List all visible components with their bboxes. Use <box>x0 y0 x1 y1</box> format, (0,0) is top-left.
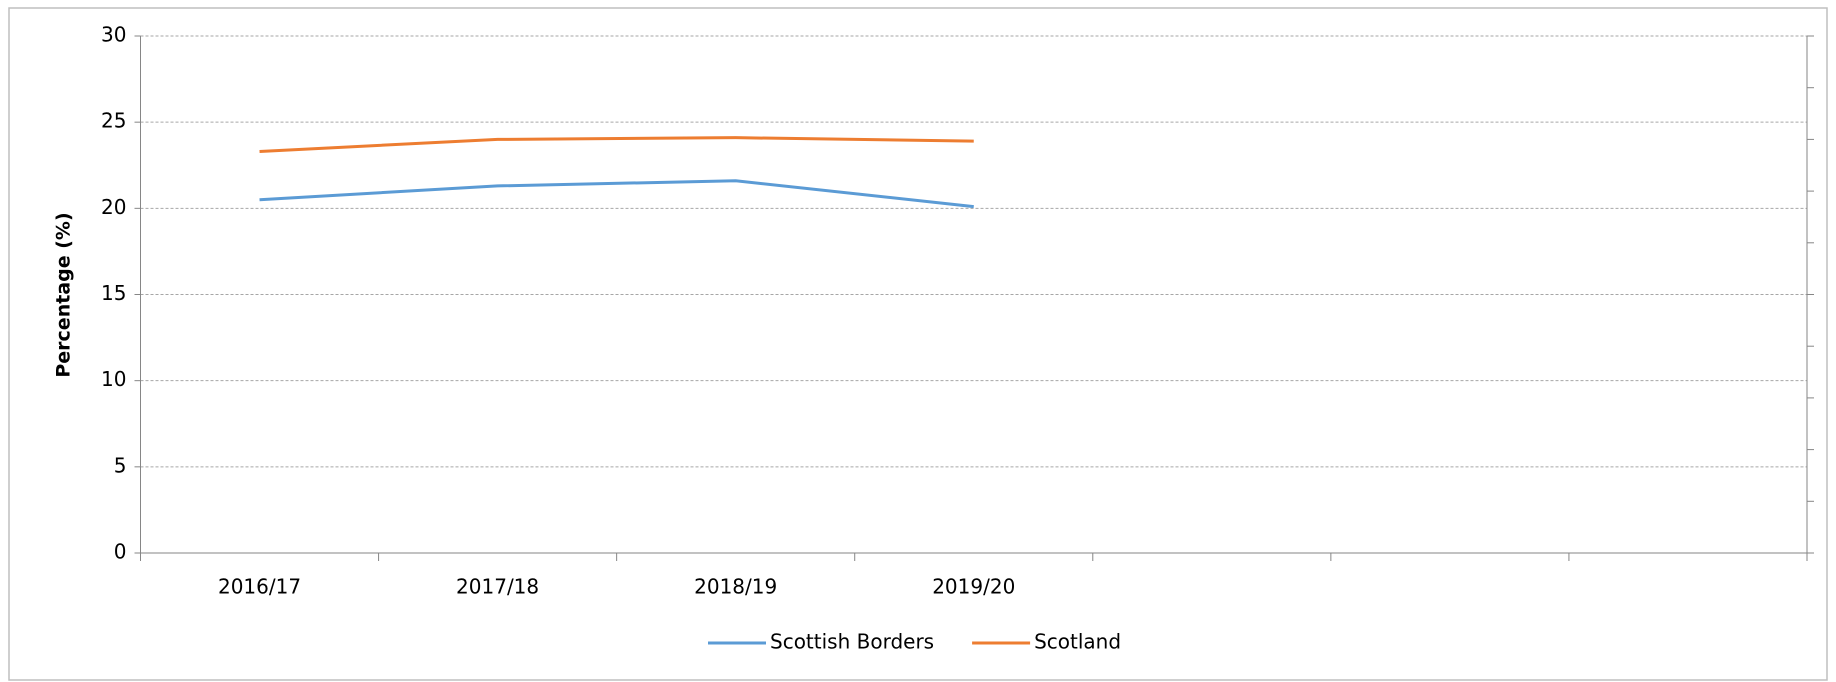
y-tick-label: 25 <box>101 109 126 133</box>
y-axis-label: Percentage (%) <box>53 212 75 377</box>
y-tick-label: 10 <box>101 367 126 391</box>
legend-label: Scotland <box>1034 630 1121 654</box>
line-series <box>259 136 974 153</box>
x-tick-label: 2017/18 <box>456 575 539 599</box>
y-tick-label: 15 <box>101 281 126 305</box>
legend-label: Scottish Borders <box>770 630 934 654</box>
y-tick-label: 0 <box>114 540 127 564</box>
x-tick-label: 2016/17 <box>218 575 301 599</box>
x-tick-label: 2018/19 <box>694 575 777 599</box>
y-tick-label: 30 <box>101 23 126 47</box>
line-series <box>259 179 974 209</box>
y-tick-label: 20 <box>101 195 126 219</box>
chart-frame <box>8 7 1828 681</box>
x-tick-label: 2019/20 <box>932 575 1015 599</box>
y-tick-label: 5 <box>114 453 127 477</box>
